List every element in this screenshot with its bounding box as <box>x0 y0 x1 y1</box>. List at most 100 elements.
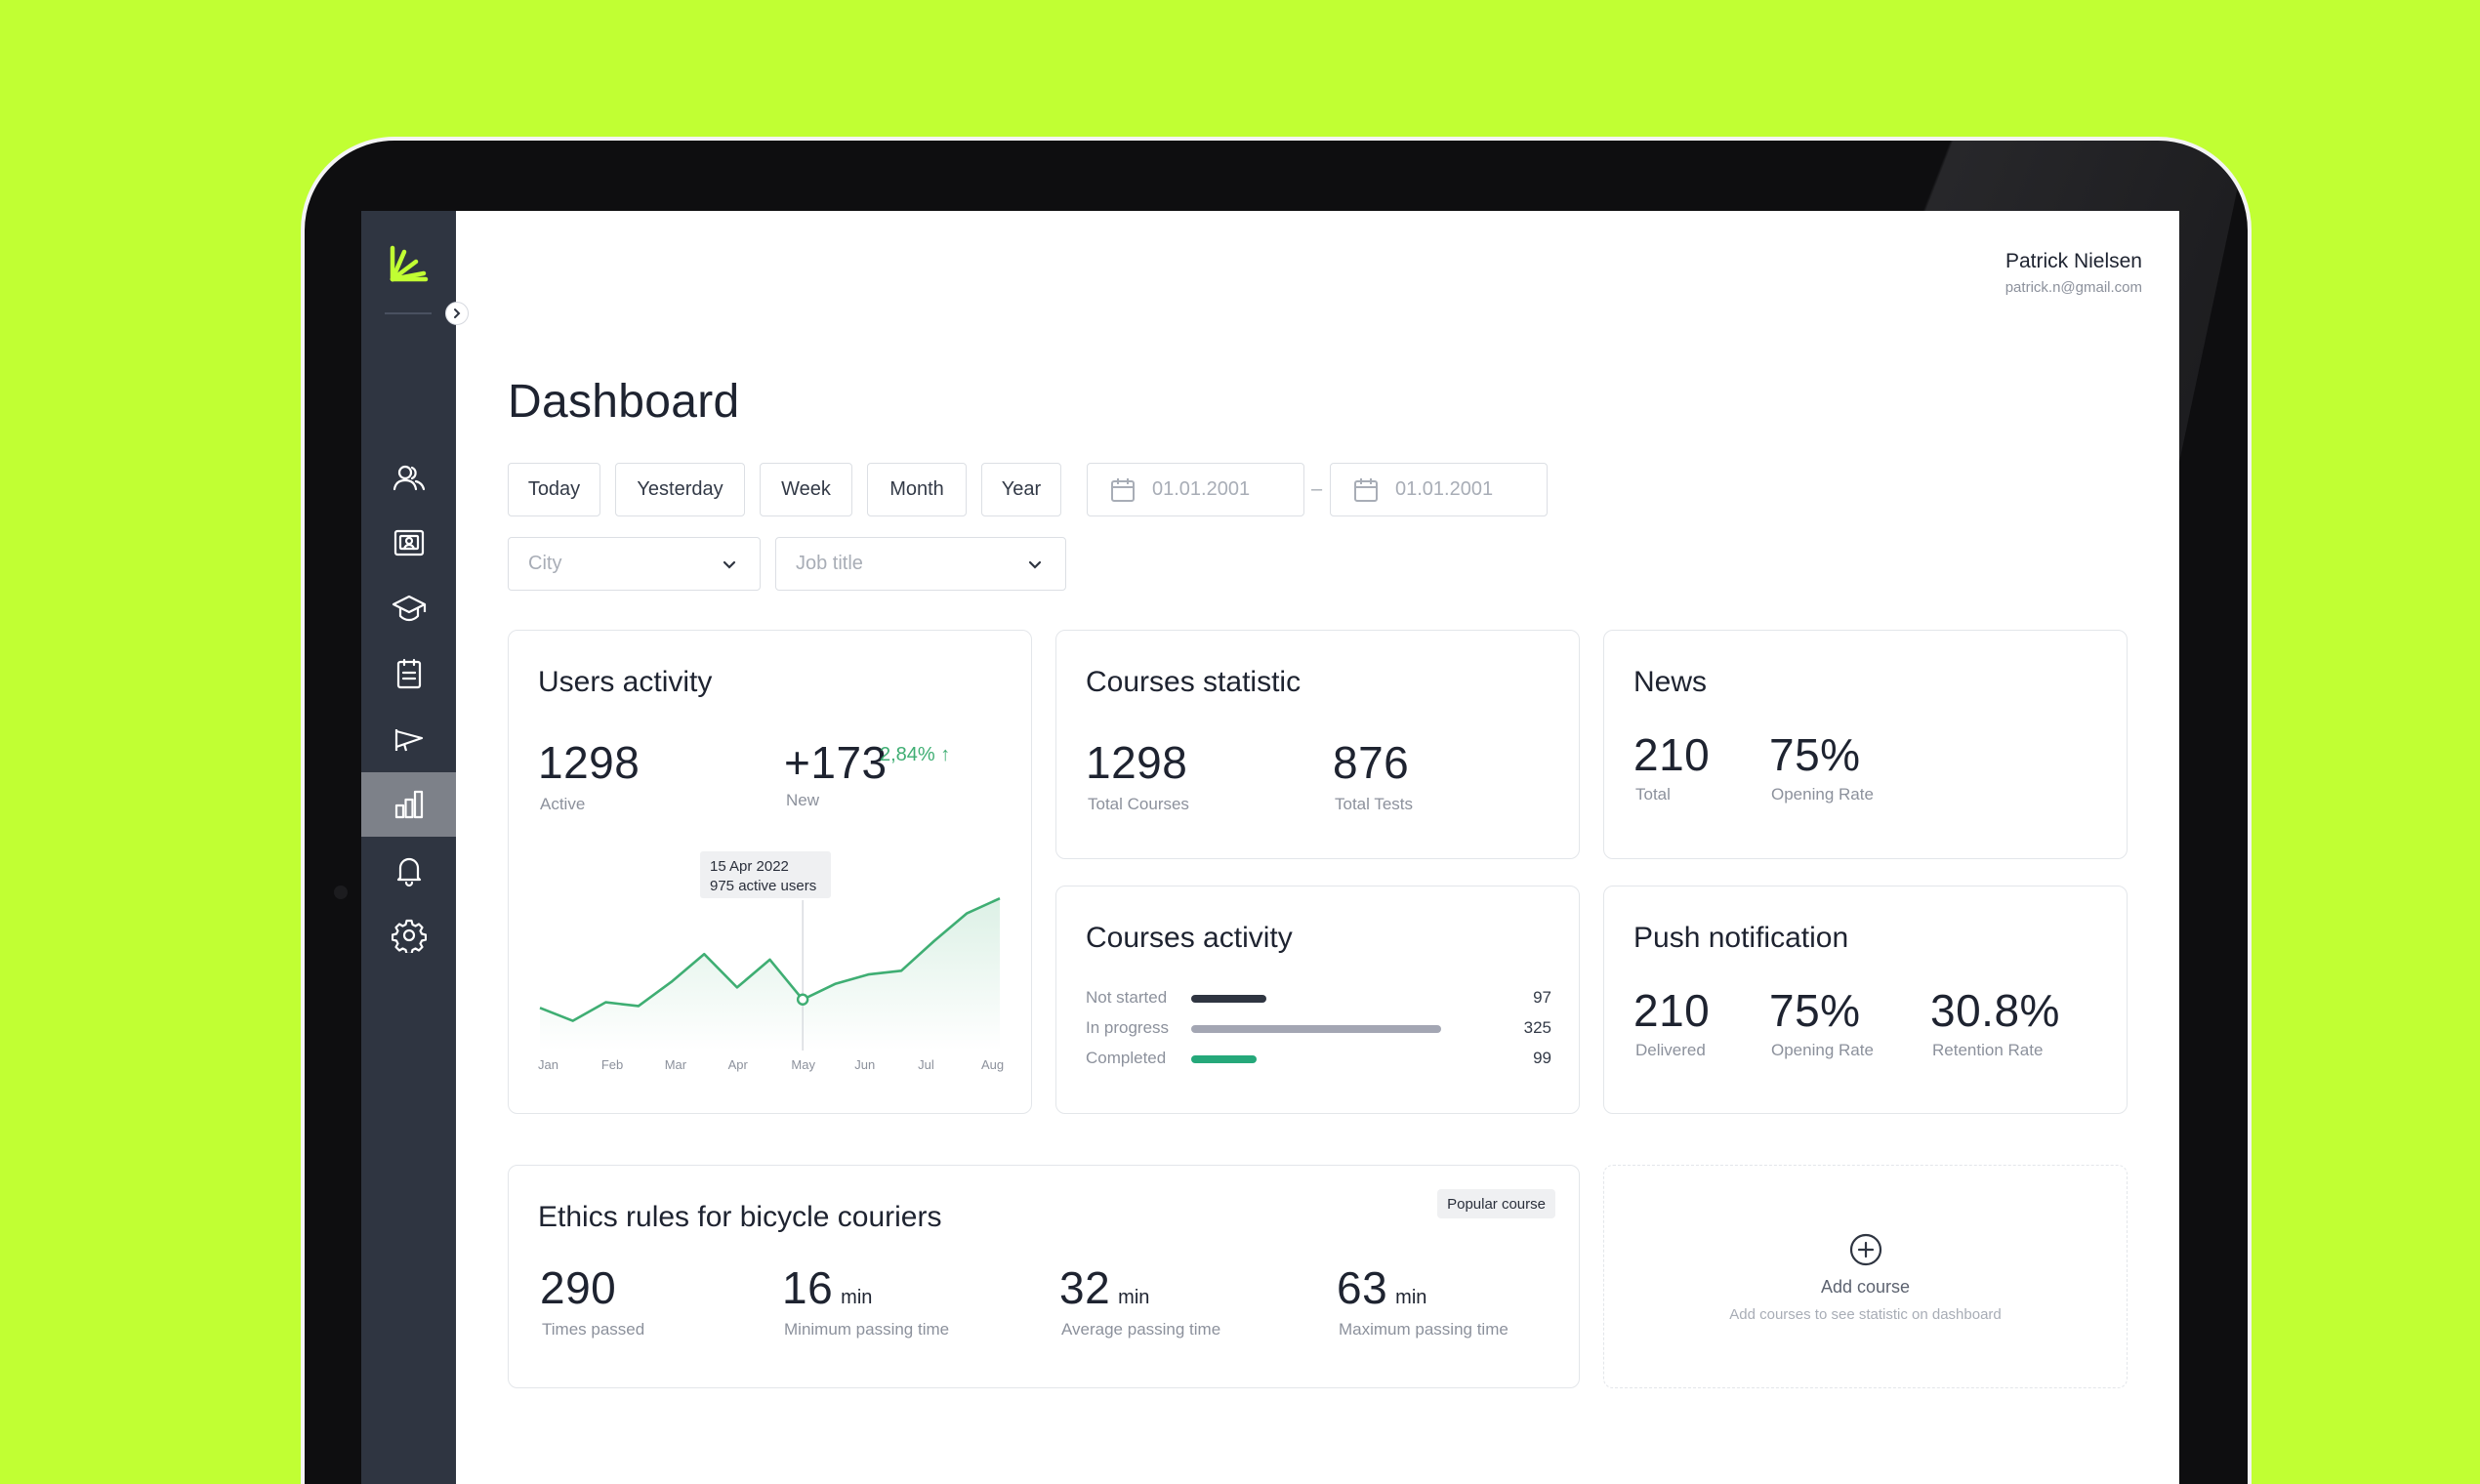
chart-x-tick-label: Jan <box>538 1057 558 1072</box>
news-opening-rate-label: Opening Rate <box>1771 785 1874 804</box>
popular-course-card[interactable]: Ethics rules for bicycle couriers Popula… <box>508 1165 1580 1388</box>
user-email: patrick.n@gmail.com <box>2005 279 2142 296</box>
filter-year-button[interactable]: Year <box>981 463 1061 516</box>
filter-month-button[interactable]: Month <box>867 463 967 516</box>
course-activity-bar[interactable] <box>1191 1025 1441 1033</box>
sidebar <box>361 211 456 1484</box>
push-delivered-label: Delivered <box>1635 1041 1706 1059</box>
times-passed-value: 290 <box>540 1262 617 1313</box>
new-users-trend: 2,84% ↑ <box>880 744 951 765</box>
course-activity-value: 325 <box>1523 1018 1551 1037</box>
chart-series-line <box>539 897 1001 1022</box>
course-activity-label: Not started <box>1086 988 1168 1007</box>
sidebar-collapse-button[interactable] <box>445 302 469 325</box>
courses-statistic-title: Courses statistic <box>1086 666 1302 698</box>
min-passing-label: Minimum passing time <box>784 1320 950 1339</box>
nav-item-statistics[interactable] <box>361 772 456 837</box>
chevron-down-icon <box>1028 560 1042 569</box>
camera-dot <box>334 886 348 899</box>
job-title-select[interactable]: Job title <box>775 537 1066 591</box>
max-passing-unit: min <box>1395 1287 1427 1308</box>
tooltip-value: 975 active users <box>710 878 817 894</box>
chart-x-tick-label: Aug <box>981 1057 1005 1072</box>
city-select[interactable]: City <box>508 537 761 591</box>
max-passing-value: 63 <box>1337 1262 1388 1313</box>
sidebar-divider <box>385 312 432 314</box>
popular-course-title: Ethics rules for bicycle couriers <box>538 1201 942 1233</box>
date-to-value: 01.01.2001 <box>1395 478 1494 500</box>
nav-item-users[interactable] <box>361 445 456 510</box>
avg-passing-value: 32 <box>1059 1262 1111 1313</box>
gear-icon <box>391 919 427 953</box>
nav-item-notifications[interactable] <box>361 838 456 902</box>
push-notification-title: Push notification <box>1633 922 1849 954</box>
active-users-label: Active <box>540 795 586 813</box>
course-activity-label: In progress <box>1086 1018 1170 1037</box>
nav-item-tests[interactable] <box>361 641 456 706</box>
push-retention-rate-label: Retention Rate <box>1932 1041 2044 1059</box>
graduation-cap-icon <box>392 595 426 622</box>
app-screen: Patrick Nielsen patrick.n@gmail.com Dash… <box>361 211 2179 1484</box>
plus-circle-icon[interactable] <box>1848 1232 1883 1267</box>
add-course-subtitle: Add courses to see statistic on dashboar… <box>1729 1306 2002 1323</box>
news-title: News <box>1633 666 1708 698</box>
user-profile[interactable]: Patrick Nielsen patrick.n@gmail.com <box>2005 250 2142 296</box>
course-activity-value: 99 <box>1533 1049 1551 1067</box>
users-activity-title: Users activity <box>538 666 713 698</box>
date-from-input[interactable]: 01.01.2001 <box>1087 463 1304 516</box>
min-passing-value: 16 <box>782 1262 834 1313</box>
push-notification-card: Push notification 210 Delivered 75% Open… <box>1603 886 2128 1114</box>
push-opening-rate-label: Opening Rate <box>1771 1041 1874 1059</box>
nav-item-classroom[interactable] <box>361 511 456 575</box>
min-passing-unit: min <box>841 1287 873 1308</box>
course-activity-bar[interactable] <box>1191 995 1266 1003</box>
users-activity-chart[interactable] <box>509 631 1033 1115</box>
max-passing-label: Maximum passing time <box>1339 1320 1509 1339</box>
calendar-icon <box>1354 477 1378 502</box>
course-activity-value: 97 <box>1533 988 1551 1007</box>
nav-item-news[interactable] <box>361 707 456 771</box>
user-name: Patrick Nielsen <box>2005 250 2142 272</box>
active-users-value: 1298 <box>538 737 641 788</box>
tooltip-date: 15 Apr 2022 <box>710 858 789 875</box>
city-placeholder: City <box>528 553 562 574</box>
chart-x-tick-label: Apr <box>727 1057 748 1072</box>
avg-passing-label: Average passing time <box>1061 1320 1221 1339</box>
avg-passing-unit: min <box>1118 1287 1150 1308</box>
total-tests-label: Total Tests <box>1335 795 1414 813</box>
avg-passing-time: 32 min <box>1059 1261 1149 1314</box>
date-from-value: 01.01.2001 <box>1152 478 1251 500</box>
chart-x-tick-label: May <box>791 1057 815 1072</box>
courses-activity-card: Courses activity Not started 97 In progres… <box>1055 886 1580 1114</box>
logo-icon[interactable] <box>387 240 432 285</box>
nav-item-courses[interactable] <box>361 576 456 640</box>
filter-today-button[interactable]: Today <box>508 463 600 516</box>
chart-x-tick-label: Feb <box>600 1057 624 1072</box>
filter-week-button[interactable]: Week <box>760 463 852 516</box>
chevron-down-icon <box>723 560 736 569</box>
date-to-input[interactable]: 01.01.2001 <box>1330 463 1548 516</box>
megaphone-icon <box>394 729 423 752</box>
news-total-value: 210 <box>1633 729 1711 780</box>
chart-area-fill <box>540 898 1000 1051</box>
chart-x-tick-label: Jul <box>918 1057 934 1072</box>
popular-course-badge: Popular course <box>1437 1189 1555 1218</box>
calendar-icon <box>1111 477 1135 502</box>
new-users-value: +173 <box>784 737 888 788</box>
news-opening-rate-value: 75% <box>1769 729 1861 780</box>
total-courses-value: 1298 <box>1086 737 1188 788</box>
push-retention-rate-value: 30.8% <box>1930 985 2060 1036</box>
course-activity-bar[interactable] <box>1191 1055 1257 1063</box>
classroom-icon <box>393 529 424 556</box>
chart-x-tick-label: Mar <box>664 1057 687 1072</box>
page-title: Dashboard <box>508 376 740 428</box>
filter-yesterday-button[interactable]: Yesterday <box>615 463 745 516</box>
total-courses-label: Total Courses <box>1088 795 1189 813</box>
users-activity-card: Users activity 1298 Active +173 2,84% ↑ … <box>508 630 1032 1114</box>
bell-icon <box>396 857 421 887</box>
chart-x-tick-label: Jun <box>854 1057 876 1072</box>
add-course-card[interactable]: Add course Add courses to see statistic … <box>1603 1165 2128 1388</box>
courses-statistic-card: Courses statistic 1298 Total Courses 876… <box>1055 630 1580 859</box>
chart-highlight-point[interactable] <box>796 993 809 1006</box>
nav-item-settings[interactable] <box>361 903 456 968</box>
